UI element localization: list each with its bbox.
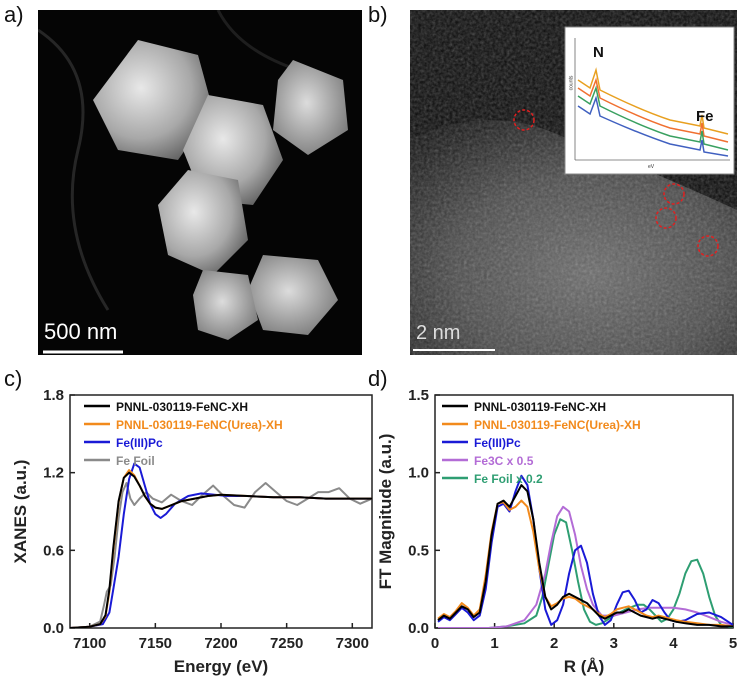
- xanes-y-axis-title: XANES (a.u.): [11, 460, 30, 564]
- xanes-series-line: [70, 471, 372, 628]
- ft-x-tick-label: 5: [729, 635, 737, 652]
- ft-x-axis-title: R (Å): [564, 657, 605, 676]
- ft-series-line: [438, 505, 733, 628]
- xanes-y-tick-label: 1.2: [43, 465, 64, 482]
- crystal-image: [38, 10, 362, 355]
- xanes-x-tick-label: 7250: [270, 635, 303, 652]
- fe-site-marker: [513, 109, 535, 131]
- xanes-series-line: [70, 482, 372, 628]
- ft-x-tick-label: 2: [550, 635, 558, 652]
- micrograph-b: 2 nm N Fe counts eV: [410, 10, 737, 355]
- xanes-x-tick-label: 7200: [204, 635, 237, 652]
- ft-x-tick-label: 4: [669, 635, 678, 652]
- ft-y-axis-title: FT Magnitude (a.u.): [376, 434, 395, 590]
- panel-label-a: a): [4, 2, 24, 27]
- xanes-y-tick-label: 0.6: [43, 542, 64, 559]
- ft-x-tick-label: 3: [610, 635, 618, 652]
- inset-xlabel: eV: [648, 164, 655, 170]
- micrograph-a: 500 nm: [38, 10, 362, 355]
- ft-legend-label: Fe3C x 0.5: [474, 454, 534, 468]
- panel-label-b: b): [368, 2, 388, 27]
- fe-site-marker: [663, 183, 685, 205]
- xanes-chart: 7100 7150 7200 7250 7300 0.0 0.6 1.2 1.8 Energy (…: [11, 387, 373, 676]
- xanes-legend-label: Fe Foil: [116, 454, 155, 468]
- xanes-legend-label: PNNL-030119-FeNC(Urea)-XH: [116, 418, 283, 432]
- ft-x-tick-label: 1: [490, 635, 498, 652]
- fe-site-marker: [697, 235, 719, 257]
- ft-series-line: [437, 474, 733, 626]
- ft-series-line: [437, 484, 733, 628]
- xanes-y-tick-label: 1.8: [43, 387, 64, 404]
- xanes-x-tick-label: 7150: [139, 635, 172, 652]
- ft-y-tick-label: 1.5: [408, 387, 429, 404]
- ft-chart: 0 1 2 3 4 5 0.0 0.5 1.0 1.5 R (Å) FT Magnitude (a.u…: [376, 387, 737, 676]
- ft-legend-label: PNNL-030119-FeNC-XH: [474, 400, 606, 414]
- xanes-x-axis-title: Energy (eV): [174, 657, 268, 676]
- ft-legend-label: Fe Foil x 0.2: [474, 472, 543, 486]
- ft-plot-frame: [434, 394, 734, 629]
- ft-series-line: [438, 518, 733, 628]
- scale-bar-label-b: 2 nm: [416, 322, 461, 344]
- panel-label-d: d): [368, 366, 388, 391]
- xanes-x-tick-label: 7300: [336, 635, 369, 652]
- stem-image: [410, 10, 737, 355]
- xanes-y-tick-label: 0.0: [43, 620, 64, 637]
- inset-label-n: N: [593, 44, 604, 61]
- inset-label-fe: Fe: [696, 108, 714, 125]
- eels-inset: [564, 26, 735, 175]
- xanes-legend-label: PNNL-030119-FeNC-XH: [116, 400, 248, 414]
- ft-y-tick-label: 0.0: [408, 620, 429, 637]
- ft-x-tick-label: 0: [431, 635, 439, 652]
- ft-legend-label: Fe(III)Pc: [474, 436, 521, 450]
- ft-y-tick-label: 0.5: [408, 542, 429, 559]
- ft-legend-label: PNNL-030119-FeNC(Urea)-XH: [474, 418, 641, 432]
- xanes-legend-label: Fe(III)Pc: [116, 436, 163, 450]
- scale-bar-label-a: 500 nm: [44, 319, 118, 344]
- xanes-x-tick-label: 7100: [73, 635, 106, 652]
- panel-label-c: c): [4, 366, 23, 391]
- fe-site-marker: [655, 207, 677, 229]
- ft-y-tick-label: 1.0: [408, 465, 429, 482]
